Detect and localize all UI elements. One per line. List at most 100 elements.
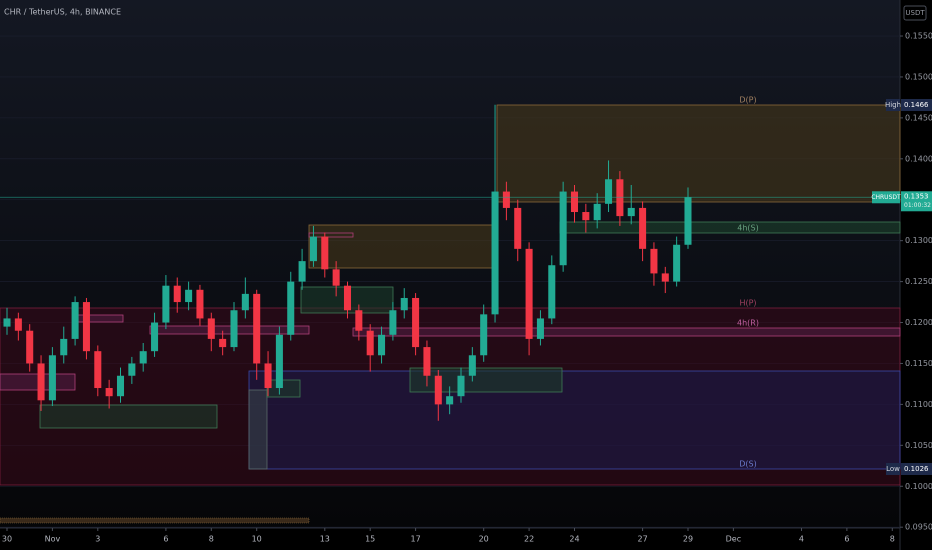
zone-box	[39, 404, 218, 429]
candle-body	[605, 179, 613, 204]
candle-body	[196, 289, 204, 319]
candle-body	[128, 363, 136, 376]
candle-body	[639, 207, 647, 249]
symbol: CHRUSDT	[871, 194, 901, 201]
zone-label: 4h(S)	[737, 224, 758, 233]
candle-body	[457, 375, 465, 397]
zone-box	[0, 373, 76, 391]
zone-4hs	[559, 221, 901, 234]
y-tick-label: 0.1450	[905, 113, 932, 122]
high-price-tag	[901, 99, 932, 111]
high-price: 0.1466	[904, 101, 929, 109]
x-tick-label: Nov	[45, 535, 61, 544]
candle-body	[219, 338, 227, 348]
chart-title: CHR / TetherUS, 4h, BINANCE	[4, 8, 121, 17]
x-tick-label: 8	[209, 535, 214, 544]
zone-ds	[248, 370, 901, 470]
candle-body	[37, 363, 45, 401]
x-tick-label: 24	[569, 535, 579, 544]
candle-body	[60, 338, 68, 356]
candle-body	[14, 318, 22, 331]
zone-box	[74, 314, 124, 323]
x-tick-label: 30	[2, 535, 12, 544]
x-tick-label: Dec	[726, 535, 741, 544]
zone-dp	[496, 104, 901, 203]
candle-body	[139, 351, 147, 364]
candle-body	[650, 248, 658, 274]
x-tick-label: 20	[479, 535, 489, 544]
x-tick-label: 22	[524, 535, 534, 544]
candle-body	[321, 236, 329, 270]
y-tick-label: 0.1250	[905, 277, 932, 286]
zone-label: H(P)	[739, 299, 756, 308]
candle-body	[241, 293, 249, 311]
candle-body	[207, 318, 215, 339]
high-tag-text: High	[885, 101, 901, 109]
candle-body	[536, 318, 544, 339]
y-tick-label: 0.1200	[905, 318, 932, 327]
x-tick-label: 3	[95, 535, 100, 544]
x-tick-label: 6	[163, 535, 168, 544]
candle-body	[3, 318, 11, 327]
time-axis	[0, 528, 900, 550]
zone-box	[308, 232, 354, 238]
zone-box	[149, 325, 310, 335]
candle-body	[48, 355, 56, 401]
candle-body	[287, 281, 295, 335]
candle-body	[412, 297, 420, 348]
candle-body	[94, 351, 102, 389]
candle-body	[332, 269, 340, 286]
last-price: 0.1353	[904, 192, 929, 200]
price-axis	[900, 0, 932, 550]
candle-body	[502, 191, 510, 208]
last-price-tag	[901, 191, 932, 212]
zone-box	[409, 367, 563, 393]
zone-label: 4h(R)	[737, 319, 759, 328]
candle-body	[343, 285, 352, 311]
candle-body	[514, 207, 522, 249]
x-tick-label: 29	[683, 535, 693, 544]
zone-4hr	[352, 327, 901, 337]
candle-body	[71, 302, 79, 339]
x-tick-label: 17	[410, 535, 420, 544]
x-tick-label: 15	[365, 535, 375, 544]
zones: D(P) 4h(S) H(P) 4h(R) D(S)	[0, 96, 901, 524]
zone-label: D(S)	[739, 460, 756, 469]
zone-box	[266, 379, 301, 398]
candle-body	[264, 363, 272, 389]
candle-body	[684, 197, 692, 245]
y-tick-label: 0.0950	[905, 523, 932, 532]
x-tick-label: 6	[844, 535, 849, 544]
candle-body	[389, 310, 397, 335]
candle-body	[446, 396, 454, 405]
x-tick-label: 8	[890, 535, 895, 544]
candle-body	[593, 203, 601, 221]
candle-body	[253, 293, 261, 364]
candle-body	[162, 285, 170, 323]
zone-box	[308, 224, 494, 269]
candle-body	[298, 261, 306, 282]
candle-body	[480, 314, 488, 356]
candle-body	[355, 310, 363, 331]
currency-box	[903, 5, 927, 21]
x-tick-label: 10	[252, 535, 262, 544]
candle-body	[559, 191, 567, 266]
y-tick-label: 0.1550	[905, 32, 932, 41]
currency: USDT	[905, 9, 925, 17]
candle-body	[230, 310, 238, 348]
candle-body	[185, 289, 193, 303]
candle-body	[582, 212, 590, 221]
zone-label: D(P)	[739, 96, 756, 105]
y-tick-label: 0.1300	[905, 236, 932, 245]
y-tick-label: 0.1150	[905, 359, 932, 368]
candle-body	[434, 375, 442, 405]
candle-body	[468, 355, 476, 376]
low-price: 0.1026	[904, 465, 929, 473]
candle-body	[661, 273, 669, 282]
candle-body	[570, 191, 579, 213]
candle-body	[378, 334, 386, 356]
zone-box	[248, 389, 268, 470]
zone-box	[0, 517, 310, 524]
candle-body	[26, 330, 34, 364]
